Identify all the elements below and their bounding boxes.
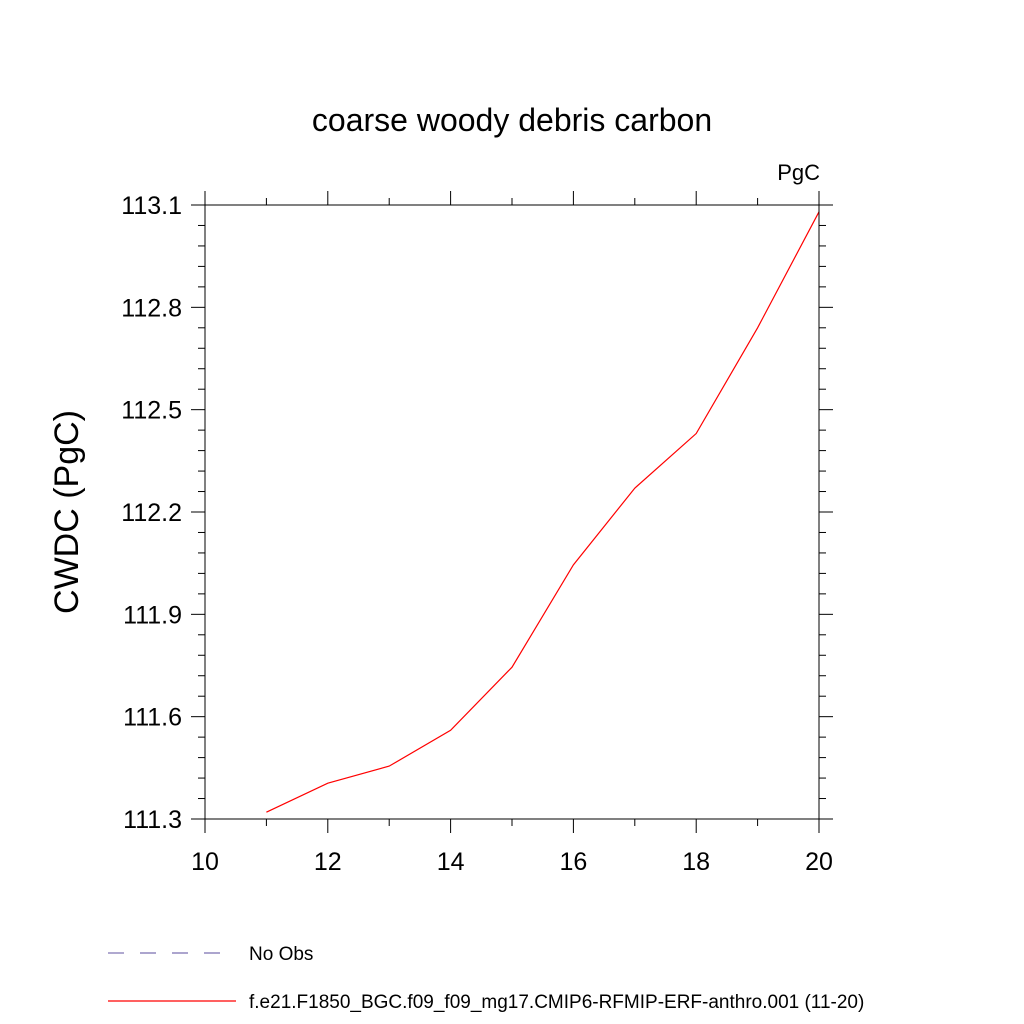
y-tick-label: 111.3 [123,806,182,834]
x-tick-label: 10 [191,848,219,876]
y-tick-label: 112.2 [121,499,182,527]
x-tick-label: 12 [314,848,342,876]
plot-frame [204,204,820,820]
legend: No Obs f.e21.F1850_BGC.f09_f09_mg17.CMIP… [108,944,864,1013]
x-tick-label: 20 [805,848,833,876]
x-tick-label: 14 [437,848,465,876]
y-tick-label: 112.5 [121,397,182,425]
chart-title: coarse woody debris carbon [312,102,712,138]
series-lines [266,211,820,813]
x-tick-label: 18 [682,848,710,876]
y-tick-label: 113.1 [121,192,182,220]
series-line-0 [266,211,820,813]
legend-label-model: f.e21.F1850_BGC.f09_f09_mg17.CMIP6-RFMIP… [249,992,864,1013]
x-tick-label: 16 [559,848,587,876]
y-axis-label: CWDC (PgC) [48,410,86,614]
units-label: PgC [777,160,820,185]
y-tick-label: 112.8 [121,294,182,322]
legend-label-no-obs: No Obs [249,944,313,965]
y-tick-label: 111.9 [123,601,182,629]
y-tick-label: 111.6 [123,704,182,732]
axis-ticks: 10 12 14 16 18 20 111.3 111.6 111.9 112.2 112.5 112… [121,191,833,876]
